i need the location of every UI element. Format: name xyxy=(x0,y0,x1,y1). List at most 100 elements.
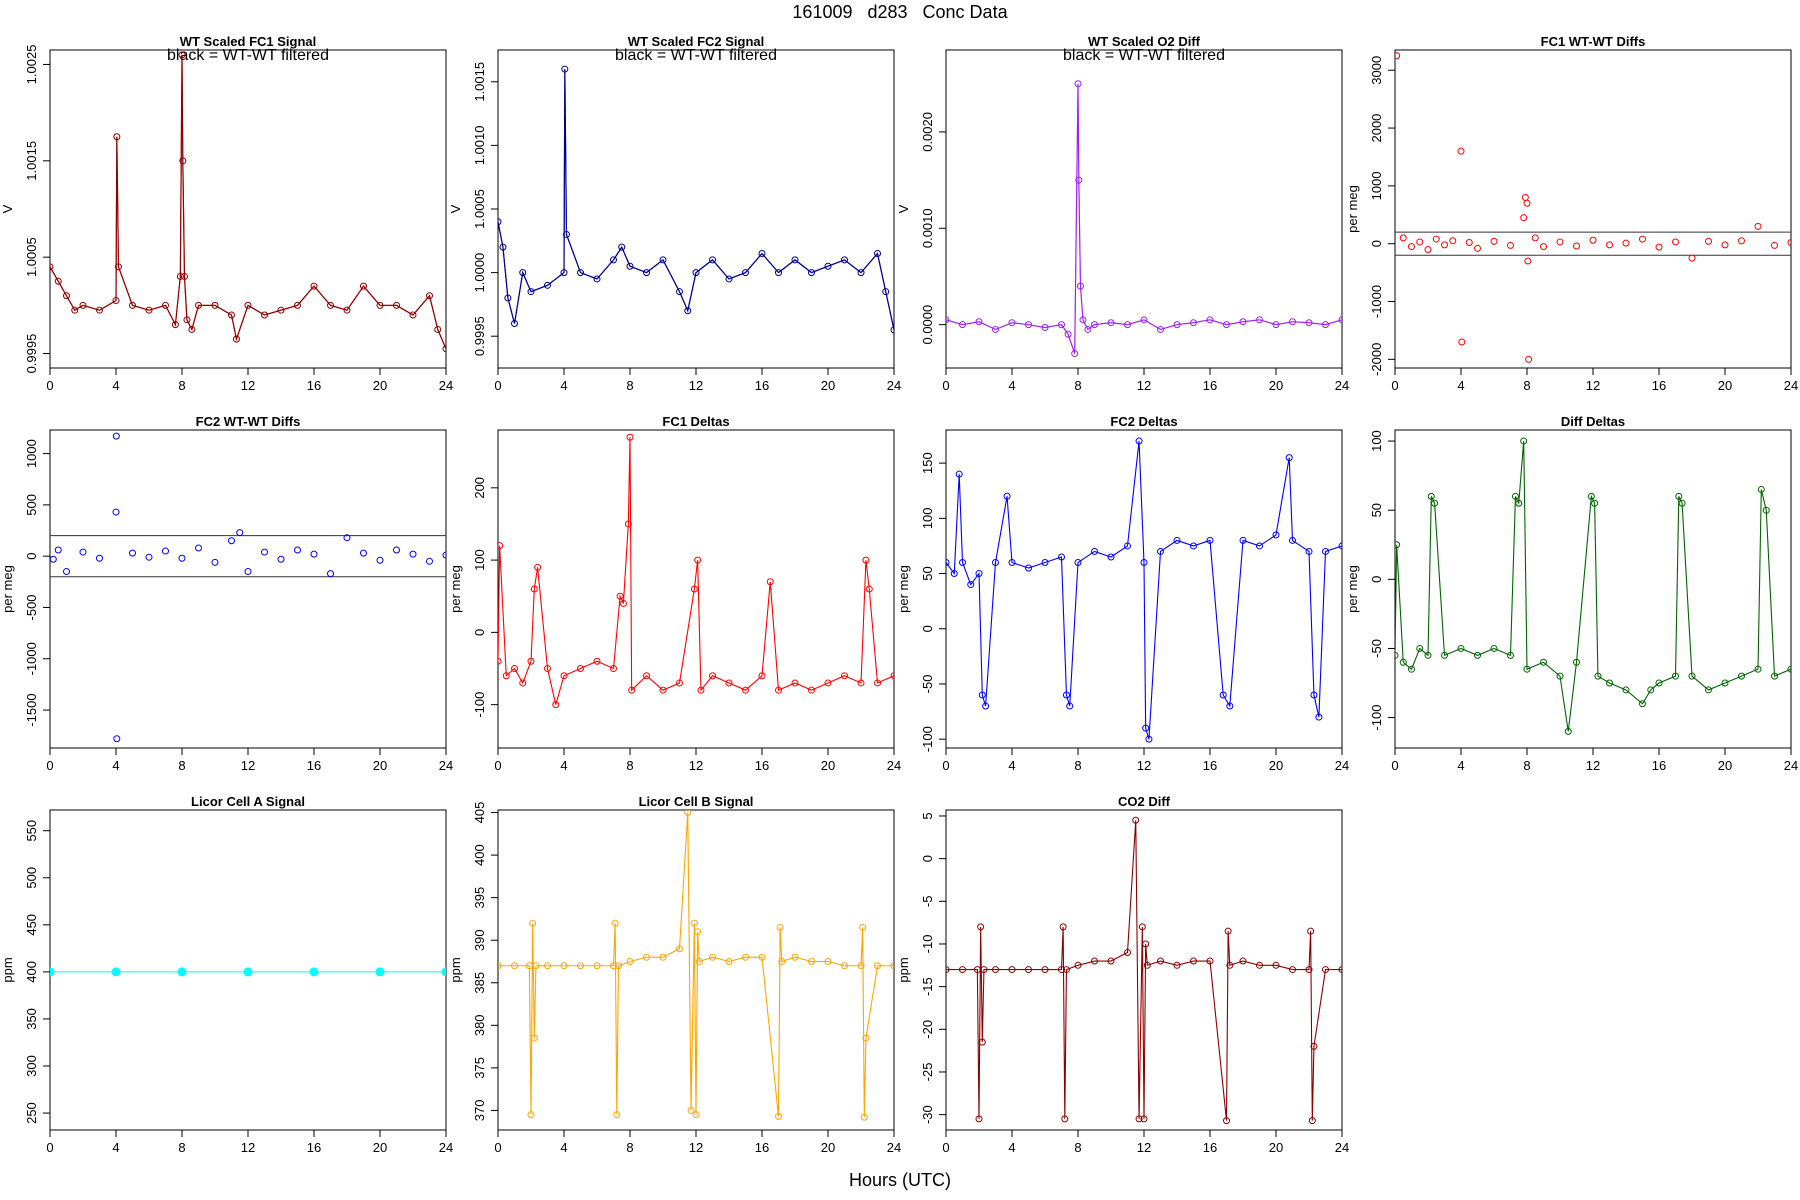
data-point xyxy=(577,665,584,672)
data-point xyxy=(1458,338,1466,346)
data-point xyxy=(343,306,351,314)
data-point xyxy=(498,218,502,226)
data-point xyxy=(758,953,766,961)
data-point xyxy=(54,546,62,554)
data-point xyxy=(890,326,894,334)
data-point xyxy=(529,919,537,927)
data-point xyxy=(742,269,749,277)
data-point xyxy=(593,275,601,283)
data-point xyxy=(504,294,512,302)
data-point xyxy=(628,686,636,694)
x-tick-label: 8 xyxy=(1074,378,1081,393)
chart-panel-11: CO2 Diff ppm 0 4 8 12 16 20 24 -30 -25 -20 -15 -10 -5 0… xyxy=(896,794,1349,1155)
chart-title: FC2 WT-WT Diffs xyxy=(196,414,301,429)
x-tick-label: 8 xyxy=(626,1140,633,1155)
y-axis-label: ppm xyxy=(896,957,911,982)
y-tick-label: 500 xyxy=(24,494,39,516)
data-point xyxy=(1457,644,1465,652)
y-tick-label: -100 xyxy=(472,692,487,718)
data-point xyxy=(626,957,634,965)
data-point xyxy=(1256,542,1263,550)
x-tick-label: 16 xyxy=(755,1140,769,1155)
data-point xyxy=(1639,700,1646,708)
data-point xyxy=(112,508,120,516)
y-axis-label: ppm xyxy=(448,957,463,982)
data-point xyxy=(1008,319,1016,327)
data-point xyxy=(1307,927,1315,935)
data-point xyxy=(63,568,70,576)
data-point xyxy=(360,282,367,290)
data-point xyxy=(1272,961,1280,969)
data-point xyxy=(511,319,518,327)
data-point xyxy=(1754,222,1762,230)
y-tick-label: 0 xyxy=(920,625,935,632)
x-tick-label: 8 xyxy=(1523,378,1530,393)
data-point xyxy=(376,556,384,564)
data-point xyxy=(1520,437,1528,445)
data-point xyxy=(1066,702,1074,710)
data-point xyxy=(1041,559,1049,566)
x-tick-label: 16 xyxy=(307,1140,321,1155)
data-point xyxy=(1140,316,1148,324)
data-point xyxy=(975,1115,983,1123)
data-point xyxy=(1173,321,1181,329)
data-point xyxy=(697,686,705,694)
data-point xyxy=(1606,679,1613,687)
x-tick-label: 4 xyxy=(1008,758,1015,773)
data-point xyxy=(967,581,975,589)
data-point xyxy=(1762,506,1770,514)
chart-title: Licor Cell B Signal xyxy=(639,794,754,809)
data-point xyxy=(530,1034,538,1042)
data-point xyxy=(1173,961,1181,969)
data-point xyxy=(1338,966,1342,974)
series-line xyxy=(946,820,1342,1121)
data-point xyxy=(171,321,179,329)
y-axis-label: V xyxy=(448,204,463,213)
data-point xyxy=(1721,241,1729,249)
data-point xyxy=(614,962,622,970)
x-tick-label: 0 xyxy=(1391,758,1398,773)
data-point xyxy=(409,550,417,558)
data-point xyxy=(327,570,334,578)
data-point xyxy=(1322,321,1329,329)
data-point xyxy=(261,311,268,319)
x-tick-label: 24 xyxy=(439,378,453,393)
y-tick-label: -15 xyxy=(920,977,935,996)
data-point xyxy=(79,301,87,309)
data-point xyxy=(1091,957,1098,965)
x-tick-label: 24 xyxy=(1784,758,1798,773)
data-point xyxy=(643,269,650,277)
data-point xyxy=(1206,957,1214,965)
chart-title: Licor Cell A Signal xyxy=(191,794,305,809)
data-point xyxy=(1239,536,1247,544)
y-tick-label: 1.0000 xyxy=(472,253,487,293)
y-tick-label: 0.0000 xyxy=(920,305,935,345)
data-point xyxy=(808,957,815,965)
data-point xyxy=(742,686,749,694)
y-tick-label: -1500 xyxy=(24,693,39,726)
y-tick-label: -10 xyxy=(920,935,935,954)
y-axis-label: V xyxy=(896,204,911,213)
data-point xyxy=(54,277,62,285)
data-point xyxy=(277,306,285,314)
data-point xyxy=(725,275,733,283)
data-point xyxy=(1075,176,1083,184)
data-point xyxy=(692,1111,700,1119)
data-point xyxy=(552,701,560,709)
data-point xyxy=(188,325,196,333)
data-point xyxy=(1256,961,1263,969)
x-tick-label: 16 xyxy=(307,378,321,393)
series-line xyxy=(50,54,446,349)
data-point xyxy=(1173,536,1181,544)
data-point xyxy=(544,665,551,672)
plot-area xyxy=(1395,437,1791,735)
data-point xyxy=(975,570,983,578)
data-point xyxy=(975,318,983,326)
data-point xyxy=(890,962,894,970)
data-point xyxy=(1771,241,1778,249)
chart-panel-5: FC2 WT-WT Diffs per meg 0 4 8 12 16 20 24 -1500 -1… xyxy=(0,414,453,773)
x-tick-label: 8 xyxy=(1074,1140,1081,1155)
x-tick-label: 0 xyxy=(942,378,949,393)
data-point xyxy=(1219,691,1227,699)
data-point xyxy=(1408,665,1415,673)
